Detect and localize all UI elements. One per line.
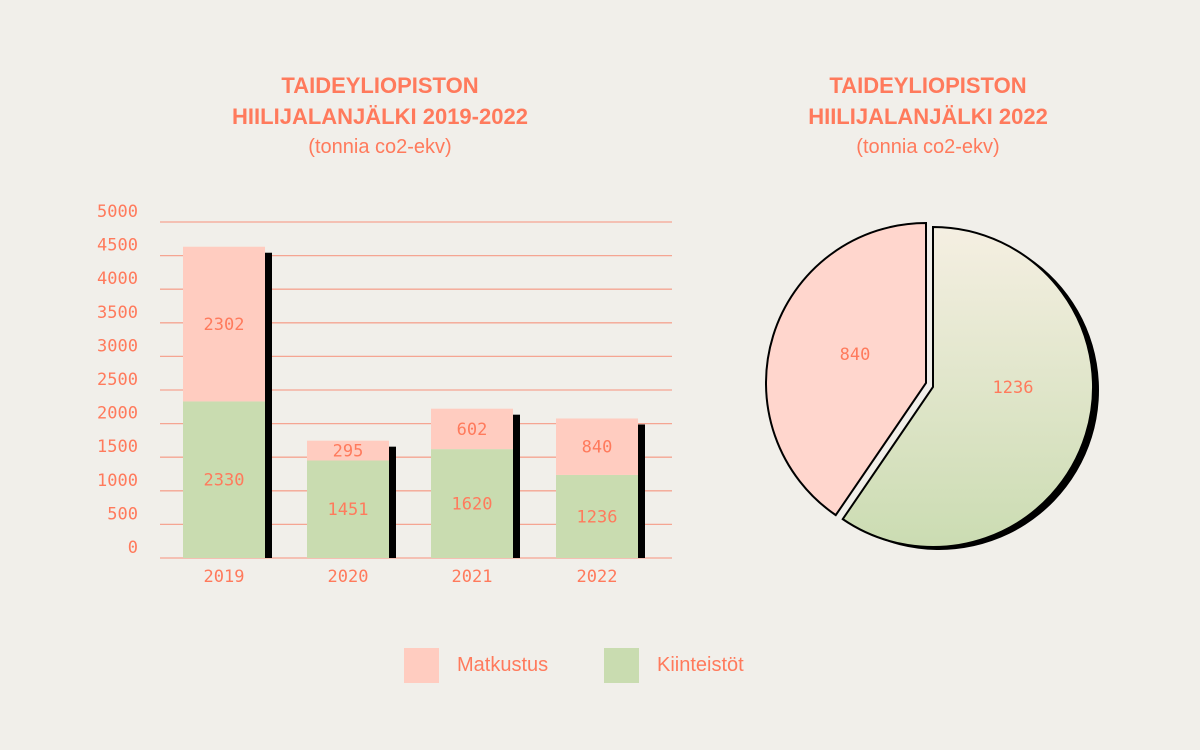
bar-title-line1: TAIDEYLIOPISTON — [281, 73, 479, 98]
y-tick-label: 3000 — [97, 336, 138, 356]
pie-subtitle: (tonnia co2-ekv) — [856, 136, 1000, 158]
pie-chart: 840 1236 — [765, 221, 1099, 550]
y-tick-label: 2000 — [97, 404, 138, 424]
y-tick-label: 2500 — [97, 370, 138, 390]
pie-slice-matkustus — [765, 221, 927, 517]
legend-swatch-kiinteistot — [604, 648, 639, 683]
bar-segment-matkustus — [307, 440, 389, 461]
bar-segment-kiinteistöt — [307, 460, 389, 558]
bar-chart: 0 500 1000 1500 2000 2500 3000 3500 4000 4500 5000… — [97, 202, 672, 587]
bar-data-label: 1236 — [577, 507, 618, 527]
legend-item-matkustus: Matkustus — [404, 648, 548, 683]
bar-data-label: 1451 — [328, 500, 369, 520]
x-tick-label: 2022 — [577, 567, 618, 587]
y-tick-label: 500 — [107, 504, 138, 524]
bar-data-label: 1620 — [452, 495, 493, 515]
x-tick-label: 2021 — [452, 567, 493, 587]
pie-title-line1: TAIDEYLIOPISTON — [829, 73, 1027, 98]
bar-data-label: 295 — [333, 442, 364, 462]
bar-data-label: 2302 — [204, 315, 245, 335]
bar-data-label: 840 — [582, 438, 613, 458]
y-tick-label: 1000 — [97, 471, 138, 491]
y-tick-label: 1500 — [97, 437, 138, 457]
y-tick-label: 4500 — [97, 236, 138, 256]
bar-segment-kiinteistöt — [183, 401, 265, 558]
bar-segment-matkustus — [183, 246, 265, 402]
bar-segment-kiinteistöt — [556, 474, 638, 558]
pie-data-label: 840 — [840, 345, 871, 365]
bar-segment-matkustus — [556, 418, 638, 475]
pie-slice-kiinteistot — [841, 225, 1094, 548]
bar-data-label: 602 — [457, 420, 488, 440]
legend-swatch-matkustus — [404, 648, 439, 683]
bar-title-line2: HIILIJALANJÄLKI 2019-2022 — [232, 104, 528, 129]
legend-label: Matkustus — [457, 654, 549, 676]
bar-shadow — [389, 446, 396, 558]
y-tick-label: 5000 — [97, 202, 138, 222]
bar-subtitle: (tonnia co2-ekv) — [308, 136, 452, 158]
bar-segment-matkustus — [431, 408, 513, 450]
x-tick-label: 2020 — [328, 567, 369, 587]
pie-data-label: 1236 — [993, 378, 1034, 398]
legend-label: Kiinteistöt — [657, 654, 744, 676]
bar-data-label: 2330 — [204, 471, 245, 491]
pie-chart-title: TAIDEYLIOPISTON HIILIJALANJÄLKI 2022 (to… — [728, 70, 1128, 163]
bar-shadow — [513, 414, 520, 558]
y-tick-label: 3500 — [97, 303, 138, 323]
y-tick-label: 4000 — [97, 269, 138, 289]
bar-chart-title: TAIDEYLIOPISTON HIILIJALANJÄLKI 2019-202… — [180, 70, 580, 163]
bar-shadow — [638, 424, 645, 558]
bar-shadow — [265, 252, 272, 558]
legend-item-kiinteistot: Kiinteistöt — [604, 648, 744, 683]
bar-segment-kiinteistöt — [431, 449, 513, 558]
y-tick-label: 0 — [128, 538, 138, 558]
x-tick-label: 2019 — [204, 567, 245, 587]
pie-title-line2: HIILIJALANJÄLKI 2022 — [808, 104, 1048, 129]
